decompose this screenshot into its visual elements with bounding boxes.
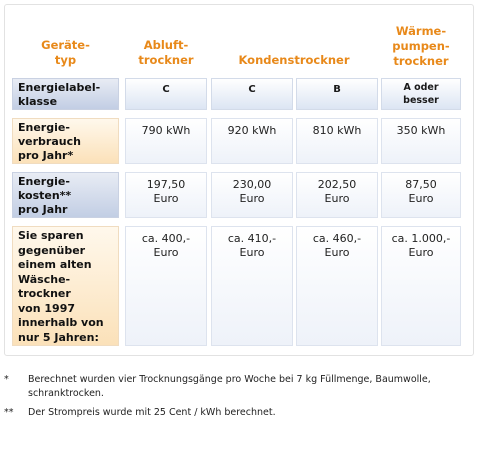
- energy-class-heatpump: A oder besser: [381, 78, 461, 110]
- consumption-condenser-1: 920 kWh: [211, 118, 293, 164]
- consumption-heatpump: 350 kWh: [381, 118, 461, 164]
- costs-heatpump: 87,50 Euro: [381, 172, 461, 218]
- header-device-type: Geräte- typ: [41, 38, 90, 67]
- footnote-mark: *: [4, 374, 9, 385]
- row-label-energy-consumption: Energie- verbrauch pro Jahr*: [12, 118, 119, 164]
- savings-condenser-2: ca. 460,- Euro: [296, 226, 378, 346]
- consumption-condenser-2: 810 kWh: [296, 118, 378, 164]
- row-label-energy-class: Energielabel- klasse: [12, 78, 119, 110]
- footnote-text: Berechnet wurden vier Trocknungsgänge pr…: [28, 374, 431, 399]
- costs-condenser-1: 230,00 Euro: [211, 172, 293, 218]
- energy-class-condenser-1: C: [211, 78, 293, 110]
- header-condenser-dryer: Kondenstrockner: [238, 53, 350, 67]
- costs-condenser-2: 202,50 Euro: [296, 172, 378, 218]
- footnote-mark: **: [4, 407, 14, 418]
- footnote-text: Der Strompreis wurde mit 25 Cent / kWh b…: [28, 407, 276, 418]
- savings-heatpump: ca. 1.000,- Euro: [381, 226, 461, 346]
- footnote: * Berechnet wurden vier Trocknungsgänge …: [4, 373, 474, 401]
- header-exhaust-dryer: Abluft- trockner: [138, 38, 194, 67]
- footnote: ** Der Strompreis wurde mit 25 Cent / kW…: [4, 406, 474, 420]
- footnotes: * Berechnet wurden vier Trocknungsgänge …: [4, 373, 474, 425]
- consumption-exhaust: 790 kWh: [125, 118, 207, 164]
- energy-class-exhaust: C: [125, 78, 207, 110]
- savings-exhaust: ca. 400,- Euro: [125, 226, 207, 346]
- energy-class-condenser-2: B: [296, 78, 378, 110]
- row-label-savings: Sie sparen gegenüber einem alten Wäsche-…: [12, 226, 119, 346]
- costs-exhaust: 197,50 Euro: [125, 172, 207, 218]
- header-heatpump-dryer: Wärme- pumpen- trockner: [392, 24, 450, 68]
- row-label-energy-costs: Energie- kosten** pro Jahr: [12, 172, 119, 218]
- savings-condenser-1: ca. 410,- Euro: [211, 226, 293, 346]
